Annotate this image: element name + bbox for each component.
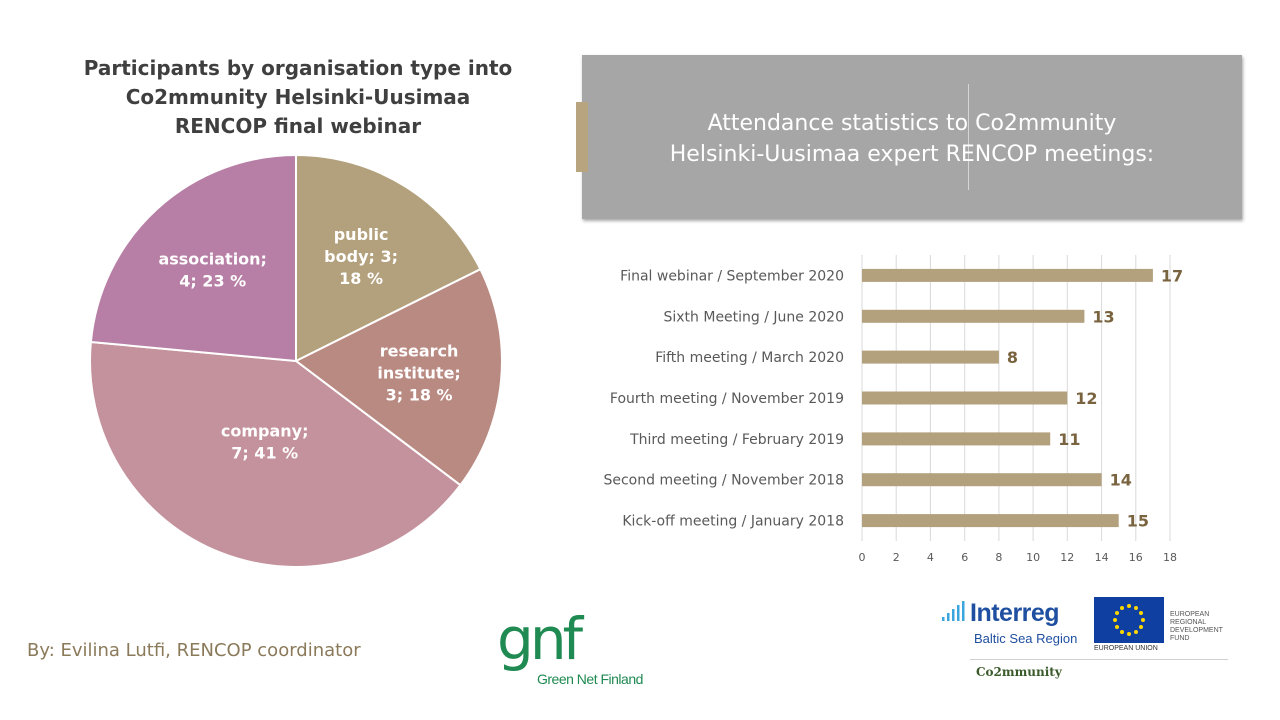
pie-label-line: 3; 18 %	[386, 385, 453, 404]
pie-label-line: 4; 23 %	[179, 272, 246, 291]
interreg-name: Interreg	[970, 599, 1060, 627]
bar-sixth-meeting-june-2020	[862, 309, 1085, 323]
x-tick-16: 16	[1129, 551, 1143, 564]
x-tick-14: 14	[1095, 551, 1109, 564]
pie-label-public-body: public body; 3; 18 %	[324, 225, 398, 288]
category-label-fourth-meeting-november-2019: Fourth meeting / November 2019	[610, 391, 844, 407]
x-tick-0: 0	[859, 551, 866, 564]
pie-label-line: association;	[158, 250, 267, 269]
pie-slice-research-institute	[294, 267, 503, 487]
pie-label-company: company; 7; 41 %	[221, 422, 309, 463]
category-label-second-meeting-november-2018: Second meeting / November 2018	[603, 473, 844, 489]
gnf-logo-mark: gnf	[497, 605, 583, 673]
data-label-kick-off-meeting-january-2018: 15	[1127, 512, 1149, 531]
eu-fund-text: EUROPEAN REGIONAL DEVELOPMENT FUND	[1170, 611, 1223, 643]
x-tick-10: 10	[1026, 551, 1040, 564]
data-label-fourth-meeting-november-2019: 12	[1075, 389, 1097, 408]
pie-label-line: 18 %	[339, 269, 383, 288]
bar-kick-off-meeting-january-2018	[862, 514, 1119, 528]
pie-label-line: company;	[221, 422, 309, 441]
category-label-fifth-meeting-march-2020: Fifth meeting / March 2020	[655, 350, 844, 366]
pie-chart-title: Participants by organisation type into C…	[58, 54, 538, 141]
banner-title-line-2: Helsinki-Uusimaa expert RENCOP meetings:	[669, 142, 1155, 167]
title-banner	[582, 55, 1242, 219]
gnf-logo-name: Green Net Finland	[537, 671, 643, 687]
pie-chart: public body; 3; 18 % research institute; 3; 1…	[89, 153, 503, 568]
pie-slice-company	[89, 340, 462, 568]
pie-label-line: body; 3;	[324, 247, 398, 266]
pie-label-research-institute: research institute; 3; 18 %	[377, 341, 460, 404]
banner-divider	[968, 84, 969, 190]
x-tick-12: 12	[1060, 551, 1074, 564]
bar-third-meeting-february-2019	[862, 432, 1051, 446]
eu-flag-icon	[1094, 597, 1164, 643]
pie-label-line: public	[334, 225, 389, 244]
x-tick-4: 4	[927, 551, 934, 564]
bar-final-webinar-september-2020	[862, 268, 1153, 282]
pie-label-line: institute;	[377, 363, 460, 382]
pie-label-association: association; 4; 23 %	[158, 250, 267, 291]
x-tick-2: 2	[893, 551, 900, 564]
data-label-sixth-meeting-june-2020: 13	[1092, 307, 1114, 326]
eu-fund-line-3: DEVELOPMENT	[1170, 627, 1223, 634]
interreg-region: Baltic Sea Region	[974, 631, 1078, 646]
bar-fourth-meeting-november-2019	[862, 391, 1068, 405]
bar-fifth-meeting-march-2020	[862, 350, 999, 364]
pie-slice-association	[89, 153, 297, 363]
category-label-third-meeting-february-2019: Third meeting / February 2019	[629, 432, 844, 448]
category-label-sixth-meeting-june-2020: Sixth Meeting / June 2020	[663, 309, 844, 325]
x-tick-18: 18	[1163, 551, 1177, 564]
eu-fund-line-2: REGIONAL	[1170, 619, 1207, 626]
banner-title-line-1: Attendance statistics to Co2mmunity	[707, 111, 1117, 136]
eu-union-text: EUROPEAN UNION	[1094, 645, 1158, 652]
green-net-finland-logo: gnf Green Net Finland	[497, 607, 655, 691]
category-label-kick-off-meeting-january-2018: Kick-off meeting / January 2018	[622, 514, 844, 530]
category-label-final-webinar-september-2020: Final webinar / September 2020	[620, 268, 844, 284]
interreg-logo: Interreg Baltic Sea Region EUROPEAN REGI…	[940, 595, 1230, 685]
banner-title: Attendance statistics to Co2mmunity Hels…	[582, 108, 1242, 170]
logo-divider	[970, 659, 1228, 660]
pie-title-line-1: Participants by organisation type into	[83, 56, 513, 80]
project-name: Co2mmunity	[976, 665, 1062, 679]
bar-second-meeting-november-2018	[862, 473, 1102, 487]
data-label-fifth-meeting-march-2020: 8	[1007, 348, 1018, 367]
byline: By: Evilina Lutfi, RENCOP coordinator	[27, 640, 361, 661]
eu-fund-line-4: FUND	[1170, 635, 1190, 642]
pie-label-line: 7; 41 %	[231, 444, 298, 463]
data-label-third-meeting-february-2019: 11	[1058, 430, 1080, 449]
x-tick-6: 6	[961, 551, 968, 564]
data-label-second-meeting-november-2018: 14	[1110, 471, 1132, 490]
eu-stars-icon	[1113, 604, 1145, 636]
eu-fund-line-1: EUROPEAN	[1170, 611, 1210, 618]
banner-accent	[576, 102, 588, 172]
pie-title-line-3: RENCOP final webinar	[174, 114, 422, 138]
pie-slice-public-body	[295, 153, 482, 363]
data-label-final-webinar-september-2020: 17	[1161, 266, 1183, 285]
x-tick-8: 8	[995, 551, 1002, 564]
bar-chart: 0 2 4 6 8 10 12 14 16 18 Final webinar / September…	[603, 255, 1183, 564]
interreg-bars-icon	[942, 601, 965, 621]
pie-title-line-2: Co2mmunity Helsinki-Uusimaa	[125, 85, 471, 109]
pie-label-line: research	[380, 341, 459, 360]
